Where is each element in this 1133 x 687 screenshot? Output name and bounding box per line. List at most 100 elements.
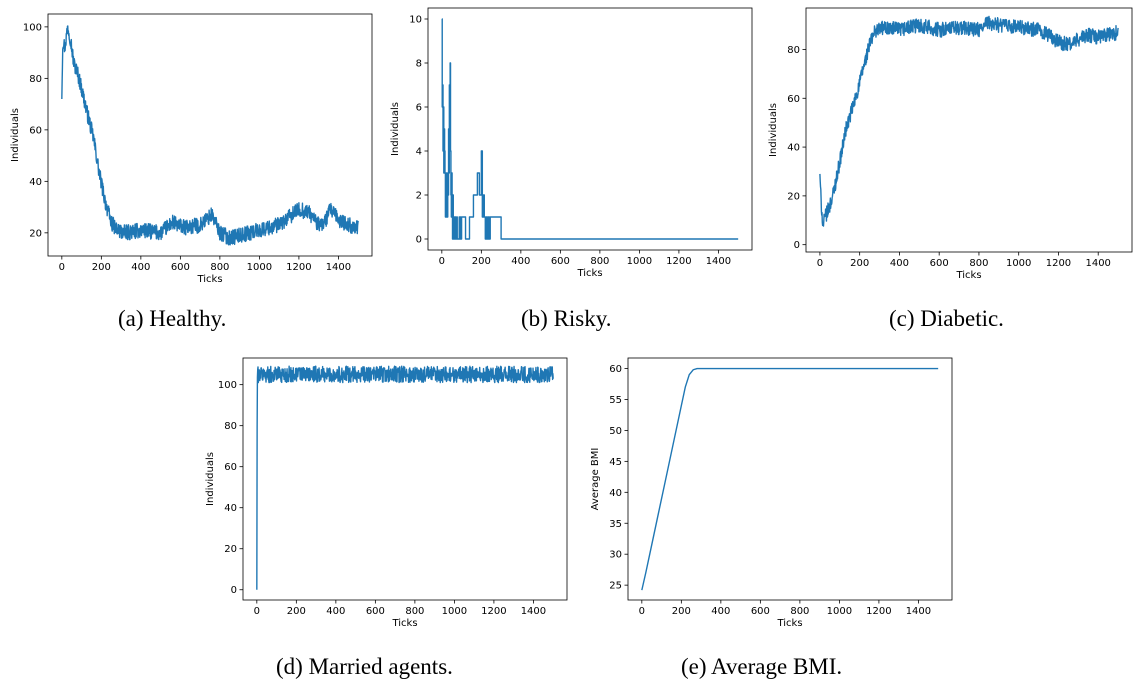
- plot-frame: [242, 357, 568, 601]
- x-tick-label: 800: [790, 606, 809, 617]
- y-tick-label: 60: [29, 125, 42, 136]
- y-tick-label: 80: [224, 421, 237, 432]
- y-axis-label: Individuals: [205, 452, 216, 506]
- x-tick-label: 1400: [706, 256, 731, 267]
- chart-healthy: 0 200 400 600 800 1000 1200 1400 20 40 60 80 100 Tick…: [10, 13, 373, 285]
- y-tick-label: 20: [224, 544, 237, 555]
- x-axis-label: Ticks: [196, 274, 222, 285]
- plot-frame: [47, 13, 373, 257]
- x-tick-label: 1200: [666, 256, 691, 267]
- x-tick-label: 600: [366, 606, 385, 617]
- chart-panel-risky: 0 200 400 600 800 1000 1200 1400 0 2 4 6 8 10 Ticks Ind…: [380, 0, 760, 292]
- x-tick-label: 800: [405, 606, 424, 617]
- x-tick-label: 800: [969, 258, 988, 269]
- chart-panel-average-bmi: 0 200 400 600 800 1000 1200 1400 25 30 35 40 45 50 55 6…: [570, 355, 953, 647]
- y-tick-label: 0: [416, 235, 422, 246]
- y-tick-label: 80: [29, 74, 42, 85]
- y-tick-label: 60: [787, 94, 800, 105]
- y-axis-label: Average BMI: [590, 448, 601, 511]
- y-tick-label: 40: [29, 177, 42, 188]
- y-tick-label: 100: [23, 22, 42, 33]
- caption-risky: (b) Risky.: [521, 306, 612, 331]
- x-tick-label: 400: [131, 262, 150, 273]
- y-tick-label: 6: [416, 103, 422, 114]
- x-tick-label: 1200: [481, 606, 506, 617]
- caption-healthy: (a) Healthy.: [118, 306, 227, 331]
- chart-average-bmi: 0 200 400 600 800 1000 1200 1400 25 30 35 40 45 50 55 6…: [590, 357, 953, 629]
- x-tick-label: 400: [890, 258, 909, 269]
- x-tick-label: 1200: [286, 262, 311, 273]
- caption-average-bmi: (e) Average BMI.: [681, 654, 843, 679]
- chart-panel-diabetic: 0 200 400 600 800 1000 1200 1400 0 20 40 60 80 Ticks I…: [760, 0, 1133, 292]
- x-tick-label: 1000: [1006, 258, 1031, 269]
- y-tick-label: 55: [609, 395, 622, 406]
- x-tick-label: 1000: [627, 256, 652, 267]
- x-tick-label: 1400: [1085, 258, 1110, 269]
- y-tick-label: 0: [231, 585, 237, 596]
- x-tick-label: 400: [326, 606, 345, 617]
- series-line: [819, 15, 1119, 227]
- plot-frame: [627, 357, 953, 601]
- x-tick-label: 1000: [442, 606, 467, 617]
- y-tick-label: 40: [609, 488, 622, 499]
- x-tick-label: 1200: [1046, 258, 1071, 269]
- y-axis-label: Individuals: [10, 108, 21, 162]
- plot-frame: [805, 7, 1133, 253]
- x-tick-label: 1400: [521, 606, 546, 617]
- y-tick-label: 60: [224, 462, 237, 473]
- x-tick-label: 1200: [866, 606, 891, 617]
- series-line: [641, 367, 939, 591]
- x-tick-label: 600: [551, 256, 570, 267]
- series-line: [256, 365, 554, 590]
- x-tick-label: 200: [672, 606, 691, 617]
- x-tick-label: 0: [639, 606, 645, 617]
- x-tick-label: 600: [171, 262, 190, 273]
- x-axis-label: Ticks: [391, 618, 417, 629]
- y-tick-label: 2: [416, 191, 422, 202]
- x-tick-label: 400: [711, 606, 730, 617]
- x-tick-label: 200: [92, 262, 111, 273]
- y-tick-label: 80: [787, 45, 800, 56]
- y-tick-label: 100: [218, 380, 237, 391]
- x-tick-label: 0: [817, 258, 823, 269]
- y-tick-label: 10: [409, 15, 422, 26]
- chart-diabetic: 0 200 400 600 800 1000 1200 1400 0 20 40 60 80 Ticks I…: [768, 7, 1133, 281]
- chart-panel-married: 0 200 400 600 800 1000 1200 1400 0 20 40 60 80 100 Tic…: [190, 355, 570, 647]
- x-tick-label: 0: [59, 262, 65, 273]
- x-tick-label: 400: [511, 256, 530, 267]
- series-line: [61, 25, 359, 246]
- y-tick-label: 0: [794, 240, 800, 251]
- y-tick-label: 40: [787, 143, 800, 154]
- x-tick-label: 600: [930, 258, 949, 269]
- y-tick-label: 30: [609, 550, 622, 561]
- x-tick-label: 200: [287, 606, 306, 617]
- y-tick-label: 40: [224, 503, 237, 514]
- x-tick-label: 200: [850, 258, 869, 269]
- chart-risky: 0 200 400 600 800 1000 1200 1400 0 2 4 6 8 10 Ticks Ind…: [390, 7, 753, 279]
- x-tick-label: 1400: [906, 606, 931, 617]
- x-tick-label: 600: [751, 606, 770, 617]
- x-tick-label: 1400: [326, 262, 351, 273]
- x-tick-label: 800: [210, 262, 229, 273]
- x-tick-label: 1000: [247, 262, 272, 273]
- x-tick-label: 0: [254, 606, 260, 617]
- x-tick-label: 800: [590, 256, 609, 267]
- chart-married: 0 200 400 600 800 1000 1200 1400 0 20 40 60 80 100 Tic…: [205, 357, 568, 629]
- x-axis-label: Ticks: [576, 268, 602, 279]
- caption-diabetic: (c) Diabetic.: [889, 306, 1004, 331]
- x-axis-label: Ticks: [776, 618, 802, 629]
- y-tick-label: 4: [416, 147, 422, 158]
- x-tick-label: 200: [472, 256, 491, 267]
- x-tick-label: 1000: [827, 606, 852, 617]
- y-tick-label: 35: [609, 519, 622, 530]
- caption-married: (d) Married agents.: [276, 654, 453, 679]
- y-axis-label: Individuals: [390, 102, 401, 156]
- y-tick-label: 25: [609, 581, 622, 592]
- plot-frame: [427, 7, 753, 251]
- y-tick-label: 8: [416, 59, 422, 70]
- y-tick-label: 20: [29, 228, 42, 239]
- y-tick-label: 60: [609, 364, 622, 375]
- series-line: [441, 18, 739, 240]
- x-axis-label: Ticks: [955, 270, 981, 281]
- x-tick-label: 0: [439, 256, 445, 267]
